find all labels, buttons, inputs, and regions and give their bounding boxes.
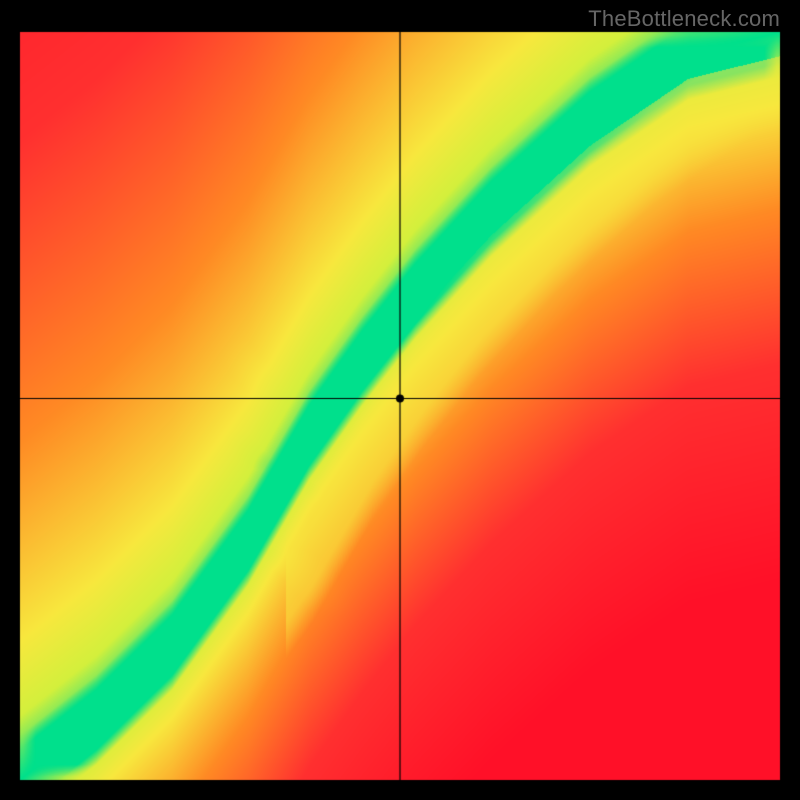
- chart-container: { "watermark": { "text": "TheBottleneck.…: [0, 0, 800, 800]
- watermark-text: TheBottleneck.com: [588, 6, 780, 32]
- bottleneck-heatmap: [0, 0, 800, 800]
